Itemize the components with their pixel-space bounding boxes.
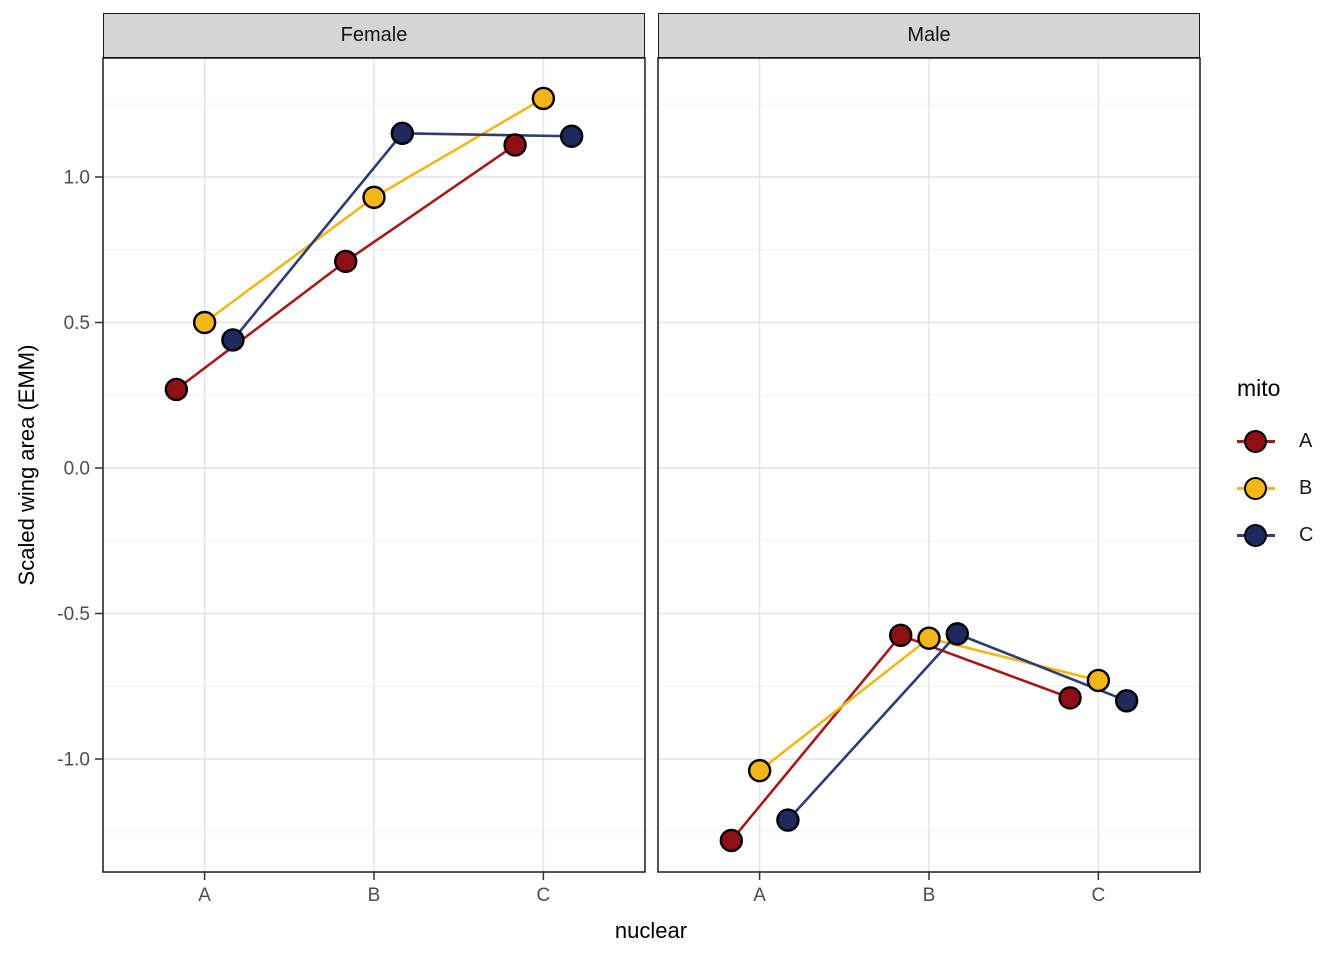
data-point-female-C-B [390,121,414,146]
legend: mito A B C [1237,375,1343,559]
x-tick-label: A [198,885,211,906]
legend-key-icon [1237,429,1275,455]
legend-item-label: C [1299,524,1314,546]
y-tick-label: 1.0 [64,168,90,189]
y-axis-title: Scaled wing area (EMM) [14,344,39,586]
facet-panel-female: A B C [102,57,646,906]
data-point-male-A-C [1058,686,1082,710]
legend-item: A [1237,418,1343,465]
facet-strip-label: Female [340,24,408,46]
facet-strip-male: Male [658,13,1200,58]
legend-item-label: B [1299,477,1313,499]
data-point-male-A-B [889,623,913,648]
data-point-male-C-B [945,622,969,646]
legend-key-icon [1237,523,1275,549]
facet-strip-female: Female [103,13,645,58]
data-point-male-C-A [776,808,800,832]
data-point-male-B-A [747,758,772,783]
legend-item-label: A [1299,430,1313,452]
legend-item: B [1237,465,1343,512]
data-point-male-C-C [1114,689,1139,713]
y-tick-label: 0.0 [64,459,90,480]
y-tick-label: -1.0 [57,750,90,771]
y-tick-label: 0.5 [64,313,90,334]
y-tick-label: -0.5 [57,604,90,625]
data-point-female-B-A [192,310,217,335]
data-point-male-B-C [1086,668,1111,693]
facet-strip-label: Male [907,24,951,46]
data-point-female-C-C [559,124,584,148]
data-point-female-C-A [221,328,245,352]
data-point-female-A-C [503,133,527,157]
x-tick-label: C [1092,885,1106,906]
legend-key-icon [1237,476,1275,502]
x-tick-label: B [368,885,381,906]
data-point-male-A-A [719,828,744,853]
x-tick-label: A [753,885,766,906]
data-point-female-A-B [334,249,358,274]
data-point-female-B-C [531,86,556,111]
legend-title: mito [1237,375,1281,401]
x-tick-label: B [923,885,936,906]
data-point-male-B-B [917,626,941,650]
legend-item: C [1237,512,1343,559]
data-point-female-A-A [164,377,189,402]
facet-panel-male: A B C [657,57,1201,906]
data-point-female-B-B [362,185,386,210]
x-tick-label: C [537,885,551,906]
x-axis-title: nuclear [614,918,688,943]
